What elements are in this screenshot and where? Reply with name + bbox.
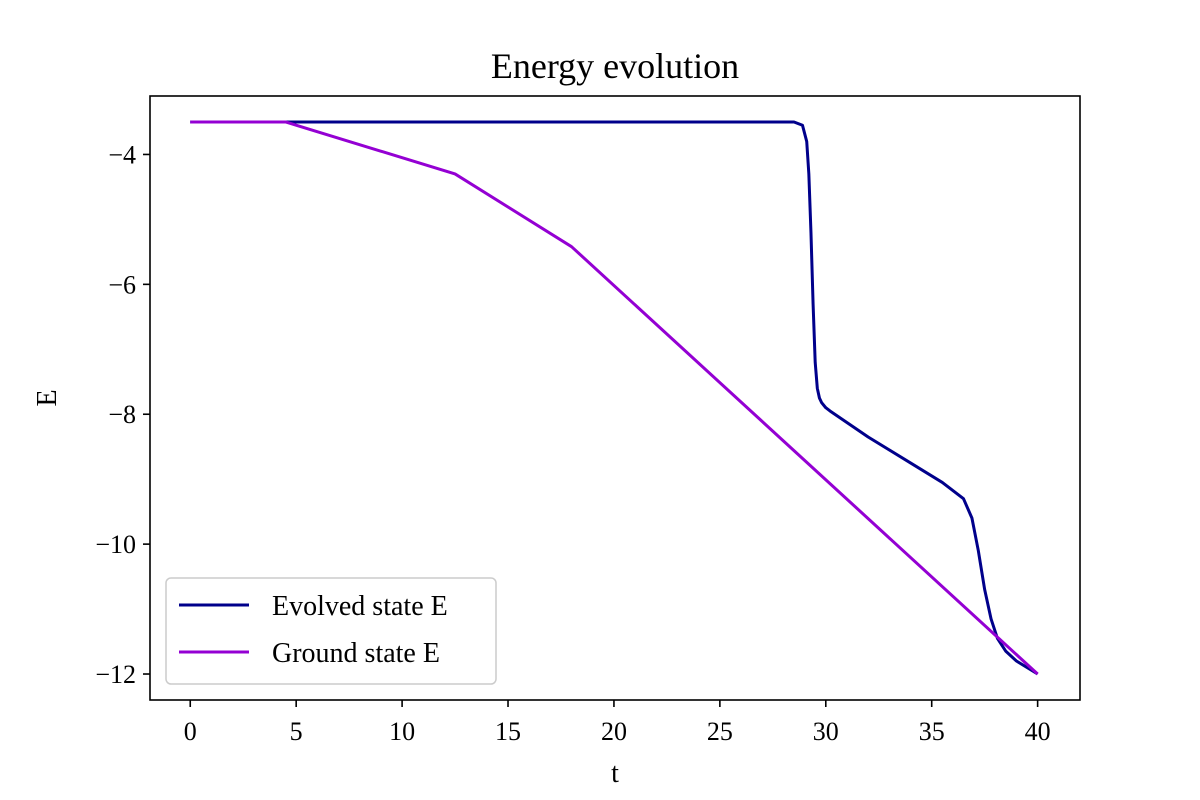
legend: Evolved state E Ground state E: [165, 577, 497, 685]
x-tick-label: 35: [919, 717, 945, 746]
x-axis-label: t: [611, 758, 619, 789]
series-line-0: [190, 120, 1039, 676]
y-tick-label: −12: [95, 660, 136, 689]
x-tick-label: 15: [495, 717, 521, 746]
x-tick-label: 40: [1025, 717, 1051, 746]
x-tick-label: 20: [601, 717, 627, 746]
y-tick-label: −8: [108, 400, 136, 429]
y-tick-label: −10: [95, 530, 136, 559]
x-axis-ticks: 0 5 10 15 20 25 30 35 40: [184, 700, 1051, 746]
chart-title: Energy evolution: [491, 46, 739, 86]
legend-label-ground: Ground state E: [272, 638, 440, 669]
x-tick-label: 5: [290, 717, 303, 746]
legend-label-evolved: Evolved state E: [272, 591, 448, 622]
plot-frame: [149, 95, 1081, 701]
y-axis-ticks: −4 −6 −8 −10 −12: [95, 140, 150, 689]
y-axis-label: E: [32, 389, 63, 406]
x-tick-label: 0: [184, 717, 197, 746]
y-tick-label: −6: [108, 270, 136, 299]
x-tick-label: 25: [707, 717, 733, 746]
x-tick-label: 30: [813, 717, 839, 746]
plot-lines: [190, 120, 1039, 676]
y-tick-label: −4: [108, 140, 136, 169]
series-line-1: [190, 120, 1039, 676]
x-tick-label: 10: [389, 717, 415, 746]
